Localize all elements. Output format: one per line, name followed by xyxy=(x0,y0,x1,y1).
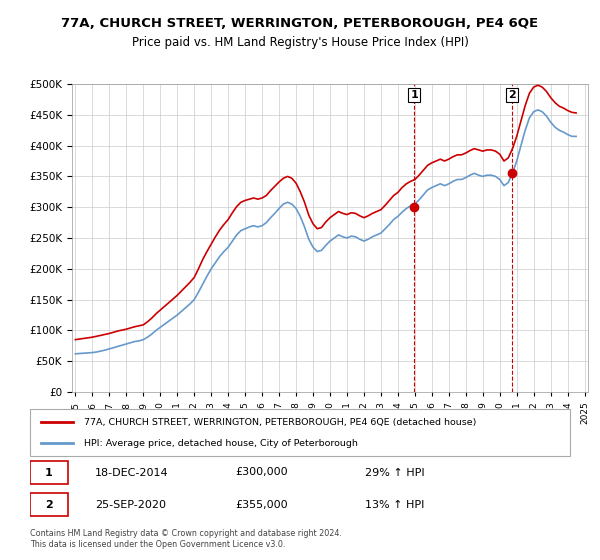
Text: 77A, CHURCH STREET, WERRINGTON, PETERBOROUGH, PE4 6QE (detached house): 77A, CHURCH STREET, WERRINGTON, PETERBOR… xyxy=(84,418,476,427)
Text: £355,000: £355,000 xyxy=(235,500,288,510)
Text: 77A, CHURCH STREET, WERRINGTON, PETERBOROUGH, PE4 6QE: 77A, CHURCH STREET, WERRINGTON, PETERBOR… xyxy=(61,17,539,30)
Text: 1: 1 xyxy=(45,468,53,478)
Text: 18-DEC-2014: 18-DEC-2014 xyxy=(95,468,169,478)
Text: HPI: Average price, detached house, City of Peterborough: HPI: Average price, detached house, City… xyxy=(84,438,358,447)
Text: Contains HM Land Registry data © Crown copyright and database right 2024.
This d: Contains HM Land Registry data © Crown c… xyxy=(30,529,342,549)
Text: Price paid vs. HM Land Registry's House Price Index (HPI): Price paid vs. HM Land Registry's House … xyxy=(131,36,469,49)
Text: 25-SEP-2020: 25-SEP-2020 xyxy=(95,500,166,510)
FancyBboxPatch shape xyxy=(30,493,68,516)
Text: 1: 1 xyxy=(410,90,418,100)
Text: £300,000: £300,000 xyxy=(235,468,288,478)
FancyBboxPatch shape xyxy=(30,409,570,456)
FancyBboxPatch shape xyxy=(30,461,68,484)
Text: 29% ↑ HPI: 29% ↑ HPI xyxy=(365,468,424,478)
Text: 2: 2 xyxy=(508,90,516,100)
Text: 2: 2 xyxy=(45,500,53,510)
Text: 13% ↑ HPI: 13% ↑ HPI xyxy=(365,500,424,510)
